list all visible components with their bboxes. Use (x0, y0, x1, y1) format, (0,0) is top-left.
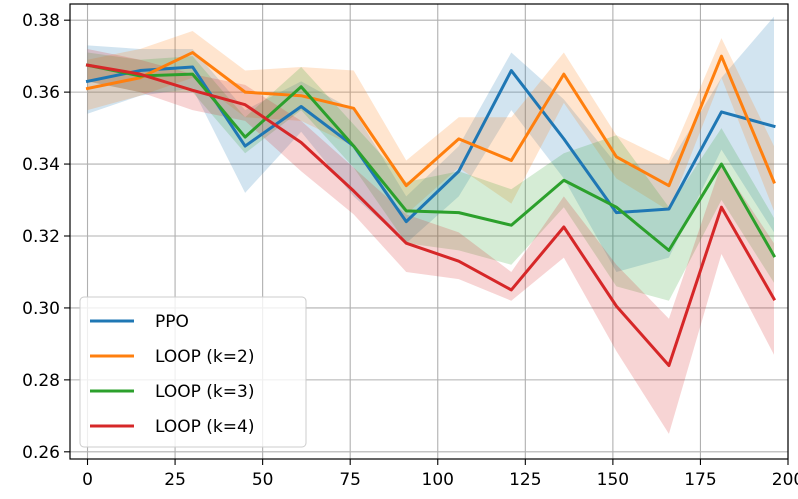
legend-label: LOOP (k=4) (155, 417, 254, 437)
series-line-loop-k-3 (85, 63, 777, 258)
y-tick-label: 0.34 (22, 155, 60, 175)
x-tick-label: 75 (339, 470, 361, 490)
band-ppo (87, 16, 774, 272)
series-line-ppo (85, 65, 776, 224)
x-tick-label: 175 (684, 470, 716, 490)
x-tick-label: 25 (164, 470, 186, 490)
y-tick-label: 0.38 (22, 11, 60, 31)
y-tick-label: 0.28 (22, 371, 60, 391)
series-lines (85, 51, 777, 367)
x-tick-label: 50 (252, 470, 274, 490)
series-line-loop-k-2 (85, 51, 776, 188)
x-tick-label: 200 (772, 470, 798, 490)
band-loop-k-4 (87, 48, 774, 434)
plot-area-frame (69, 3, 789, 460)
legend: PPO LOOP (k=2) LOOP (k=3) LOOP (k=4) (79, 296, 307, 448)
x-tick-label: 100 (422, 470, 454, 490)
legend-label: PPO (155, 312, 189, 332)
legend-label: LOOP (k=2) (155, 347, 254, 367)
y-tick-label: 0.32 (22, 227, 60, 247)
legend-label: LOOP (k=3) (155, 382, 254, 402)
x-tick-label: 125 (509, 470, 541, 490)
axis-ticks: 0 25 50 75 100 125 150 175 200 0.26 0.28 0.30 0.32 0.… (22, 11, 798, 490)
y-tick-label: 0.36 (22, 83, 60, 103)
x-tick-label: 150 (597, 470, 629, 490)
band-loop-k-2 (87, 30, 774, 215)
x-tick-label: 0 (82, 470, 93, 490)
legend-box (79, 296, 307, 448)
series-line-loop-k-4 (85, 63, 777, 367)
y-tick-label: 0.30 (22, 299, 60, 319)
y-tick-label: 0.26 (22, 443, 60, 463)
